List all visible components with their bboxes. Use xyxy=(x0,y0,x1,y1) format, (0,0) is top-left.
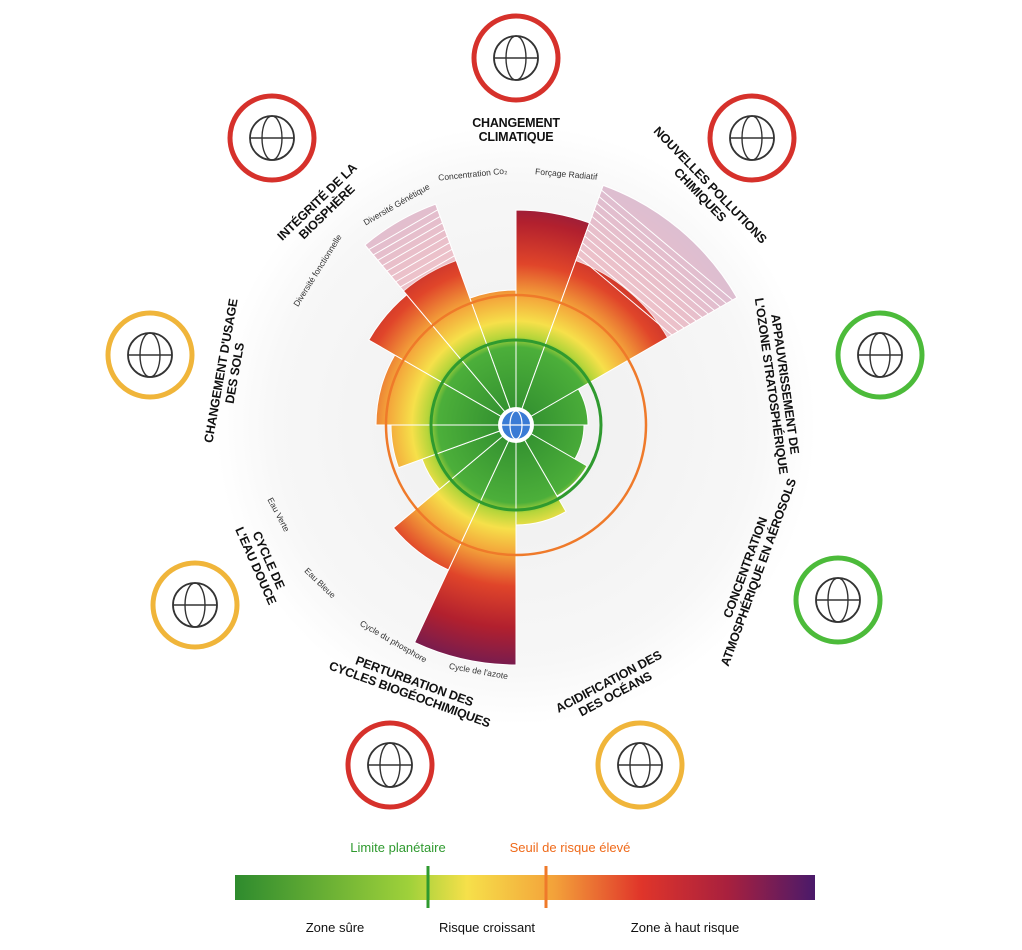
hatch xyxy=(382,229,446,267)
hatch xyxy=(400,255,455,288)
boundary-icon xyxy=(793,555,883,645)
hatch xyxy=(577,255,673,336)
hatch xyxy=(589,222,703,318)
boundary-icon xyxy=(707,93,797,183)
legend-bar xyxy=(235,875,815,900)
uncertain-zone xyxy=(364,203,457,292)
hatch xyxy=(586,229,697,322)
hatch xyxy=(596,202,721,308)
hatch xyxy=(377,222,443,261)
hatch xyxy=(591,216,709,315)
boundary-icon xyxy=(227,93,317,183)
legend-zone: Zone à haut risque xyxy=(631,920,739,935)
legend: Limite planétaire Seuil de risque élevé … xyxy=(235,840,815,935)
hatch xyxy=(598,196,727,304)
hatch xyxy=(395,248,453,283)
threshold-circle xyxy=(384,293,648,557)
limit-circle xyxy=(429,338,603,512)
hatch xyxy=(601,189,733,301)
hatch xyxy=(594,209,715,311)
legend-limit: Limite planétaire xyxy=(350,840,445,855)
wedge xyxy=(392,424,517,571)
legend-zone: Risque croissant xyxy=(439,920,535,935)
hatch xyxy=(584,235,691,325)
boundary-label-line: CLIMATIQUE xyxy=(479,130,554,144)
legend-threshold: Seuil de risque élevé xyxy=(510,840,631,855)
center-globe xyxy=(498,407,534,443)
wedge xyxy=(514,388,589,426)
hatch xyxy=(391,242,450,277)
boundary-icon xyxy=(835,310,925,400)
boundary-label: CHANGEMENT CLIMATIQUE xyxy=(472,116,560,144)
boundary-label-line: CHANGEMENT xyxy=(472,116,560,130)
hatch xyxy=(368,209,438,251)
icons xyxy=(105,13,925,810)
hatch xyxy=(386,235,448,272)
boundary-icon xyxy=(345,720,435,810)
boundary-icon xyxy=(471,13,561,103)
hatch xyxy=(373,215,441,256)
boundary-icon xyxy=(150,560,240,650)
hatch xyxy=(579,248,679,332)
boundary-icon xyxy=(105,310,195,400)
boundary-icon xyxy=(595,720,685,810)
hatch xyxy=(582,242,685,329)
legend-zone: Zone sûre xyxy=(306,920,365,935)
